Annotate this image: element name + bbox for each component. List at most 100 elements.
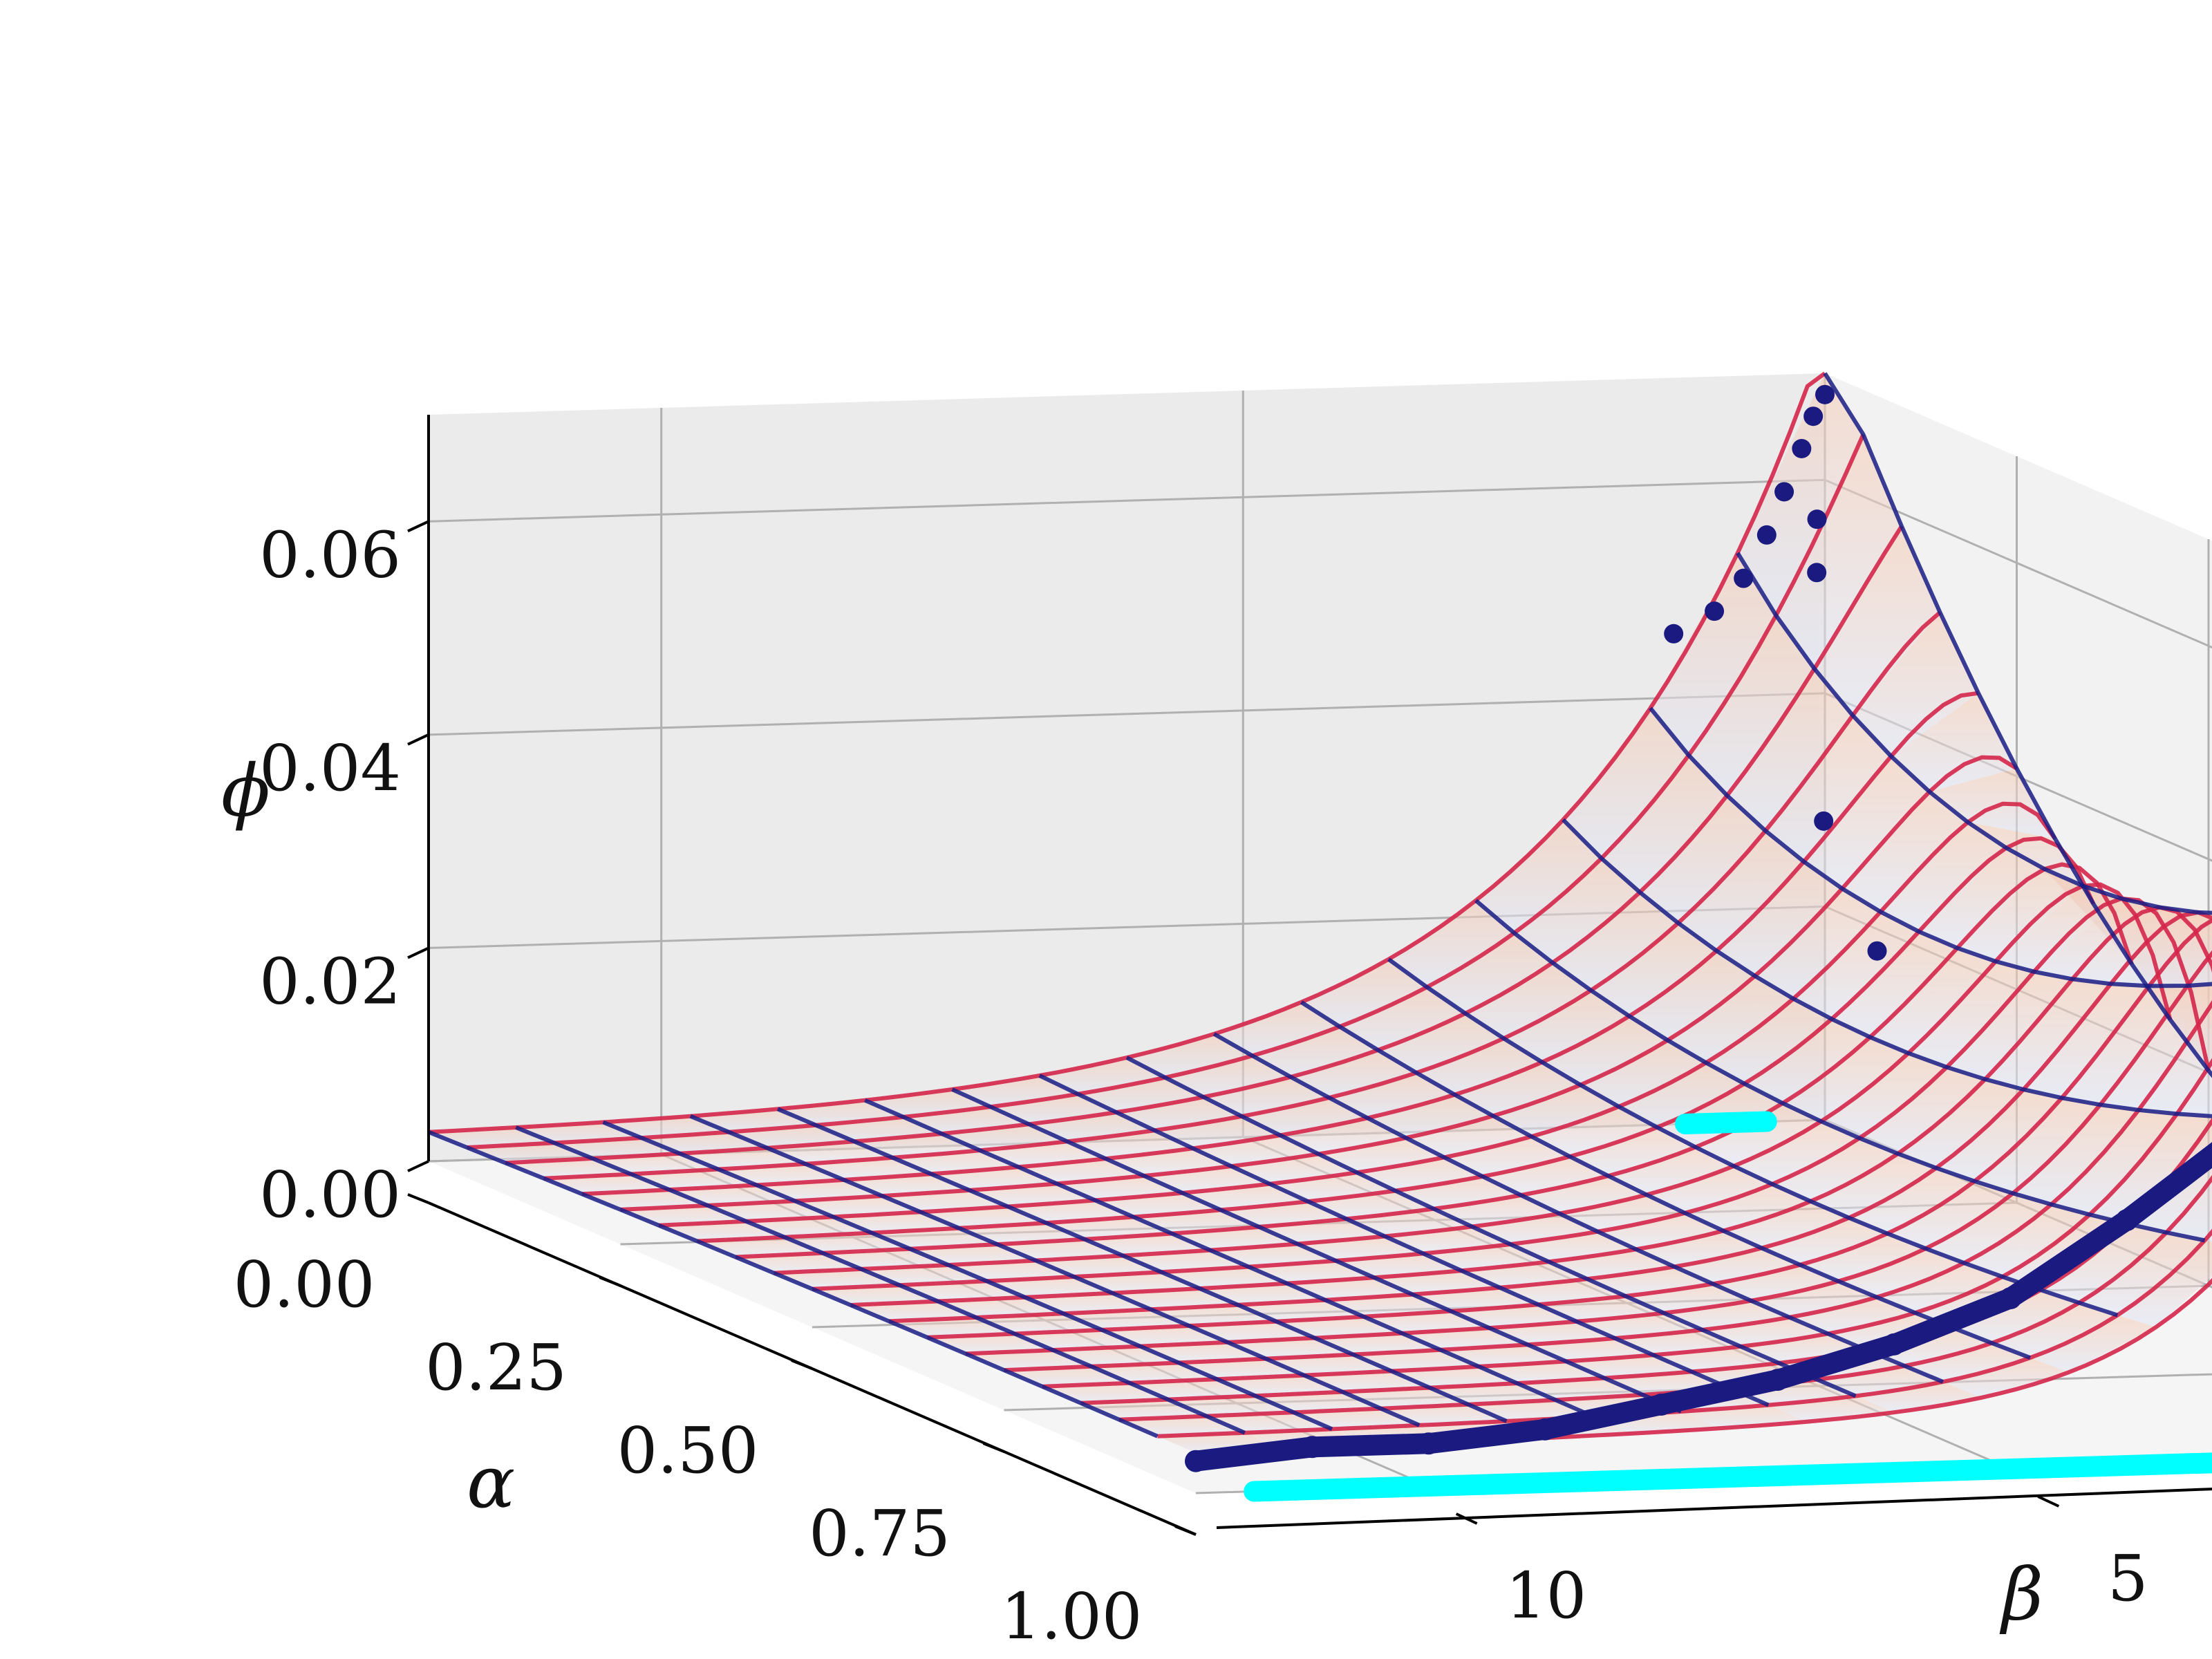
surface-cell bbox=[1828, 1313, 1953, 1350]
y-tick-mark bbox=[2037, 1495, 2060, 1508]
surface-cell bbox=[1635, 1230, 1762, 1267]
wire-beta-const bbox=[776, 1107, 1508, 1423]
surface-cell bbox=[1974, 1098, 2101, 1194]
x-tick-mark bbox=[599, 1276, 621, 1287]
surface-cell bbox=[2023, 984, 2149, 1098]
wire-beta-const bbox=[1474, 899, 2206, 1243]
surface-cell bbox=[1800, 1233, 1926, 1282]
surface-cell bbox=[1957, 869, 2083, 962]
surface-cell bbox=[1936, 1089, 2062, 1181]
surface-cell bbox=[1291, 1050, 1416, 1098]
surface-cell bbox=[1405, 1116, 1532, 1158]
surface-cell bbox=[1563, 708, 1689, 859]
surface-cell bbox=[1559, 1194, 1685, 1232]
y-axis-label: β bbox=[1999, 1553, 2043, 1637]
surface-cell bbox=[1870, 948, 1996, 1053]
surface-cell bbox=[1754, 888, 1881, 999]
surface-cell bbox=[1942, 1358, 2069, 1398]
surface-cell bbox=[1947, 971, 2072, 1080]
surface-cell bbox=[2117, 1240, 2212, 1327]
surface-cell bbox=[1465, 962, 1591, 1039]
surface-cell bbox=[1391, 1366, 1517, 1388]
wire-beta-const bbox=[1038, 1074, 1770, 1407]
surface-cell bbox=[1416, 1038, 1542, 1095]
surface-cell bbox=[1454, 1062, 1581, 1116]
surface-cell bbox=[1357, 1157, 1483, 1191]
surface-cell bbox=[1318, 1138, 1445, 1173]
surface-cell bbox=[991, 1094, 1116, 1125]
surface-cell bbox=[952, 1076, 1078, 1107]
y-tick-mark bbox=[1455, 1512, 1478, 1525]
surface-cell bbox=[1580, 1040, 1706, 1107]
x-tick-label: 0.25 bbox=[425, 1331, 567, 1405]
surface-cell bbox=[1629, 950, 1755, 1040]
surface-cell bbox=[1853, 612, 1978, 757]
surface-cell bbox=[1842, 791, 1968, 912]
surface-cell bbox=[1887, 1181, 2013, 1249]
surface-cell bbox=[1821, 1053, 1947, 1138]
data-marker bbox=[1766, 1369, 1789, 1391]
data-marker bbox=[1803, 406, 1824, 427]
surface-cell bbox=[1706, 998, 1832, 1084]
surface-cell bbox=[1548, 1249, 1675, 1280]
surface-cell bbox=[1531, 1106, 1658, 1157]
surface-cell bbox=[1765, 715, 1891, 862]
surface-cell bbox=[1810, 1154, 1936, 1218]
surface-cell bbox=[1541, 1016, 1668, 1085]
surface-cell bbox=[1329, 1072, 1455, 1118]
data-marker bbox=[1815, 384, 1835, 404]
surface-cell bbox=[1904, 1342, 2030, 1382]
data-marker bbox=[1756, 525, 1777, 545]
surface-cell bbox=[1772, 1138, 1898, 1201]
surface-cell bbox=[1035, 1255, 1161, 1277]
surface-cell bbox=[1601, 755, 1727, 892]
surface-cell bbox=[1848, 1168, 1975, 1234]
data-marker bbox=[1734, 568, 1754, 588]
surface-cell bbox=[1241, 1098, 1368, 1136]
surface-cell bbox=[1991, 1302, 2118, 1358]
surface-cell bbox=[1855, 1382, 1982, 1413]
surface-cell bbox=[1859, 1067, 1985, 1154]
z-tick-label: 0.00 bbox=[259, 1158, 401, 1232]
surface-cell bbox=[1727, 668, 1853, 831]
surface-cell bbox=[1817, 1366, 1943, 1396]
surface-cell bbox=[1734, 1121, 1859, 1184]
surface-cell bbox=[1214, 1002, 1340, 1056]
surface-cell bbox=[1378, 1013, 1504, 1073]
surface-cell bbox=[1929, 768, 2055, 839]
surface-cell bbox=[1678, 830, 1804, 951]
surface-cell bbox=[1472, 1213, 1598, 1244]
surface-cell bbox=[1814, 526, 1940, 715]
surface-cell bbox=[1723, 1201, 1849, 1248]
surface-cell bbox=[1039, 1058, 1165, 1094]
wire-beta-const bbox=[689, 1114, 1421, 1427]
surface-cell bbox=[1154, 1116, 1280, 1149]
surface-cell bbox=[1276, 1316, 1403, 1338]
wire-beta-const bbox=[515, 1125, 1246, 1435]
surface-cell bbox=[1427, 932, 1553, 1013]
tick-labels: 0.000.250.500.751.0005100.000.020.040.06 bbox=[234, 518, 2148, 1653]
surface-cell bbox=[1078, 1077, 1203, 1113]
surface-cell bbox=[1280, 1118, 1406, 1154]
x-axis-label: α bbox=[467, 1440, 515, 1524]
surface-cell bbox=[1880, 822, 2007, 932]
data-marker bbox=[1807, 509, 1827, 529]
y-axis-line bbox=[1216, 1488, 2212, 1529]
floor-line bbox=[1244, 1452, 2212, 1502]
surface-cell bbox=[1831, 931, 1958, 1038]
x-tick-label: 0.00 bbox=[234, 1248, 375, 1322]
surface-cell bbox=[1877, 1263, 2003, 1313]
surface-cell bbox=[1510, 1231, 1636, 1262]
surface-cell bbox=[872, 1228, 997, 1249]
surface-cell bbox=[1793, 912, 1919, 1020]
wire-beta-const bbox=[427, 1130, 1159, 1438]
axis-labels: α β ϕ bbox=[221, 749, 2043, 1637]
wire-beta-const bbox=[1212, 1032, 1944, 1384]
data-marker bbox=[1417, 1432, 1440, 1455]
surface-cell bbox=[1751, 1281, 1877, 1318]
data-marker bbox=[1814, 811, 1834, 831]
data-marker bbox=[1867, 941, 1887, 961]
surface-cell bbox=[2041, 1224, 2166, 1303]
data-marker bbox=[1705, 601, 1725, 621]
surface-cell bbox=[1667, 975, 1794, 1063]
